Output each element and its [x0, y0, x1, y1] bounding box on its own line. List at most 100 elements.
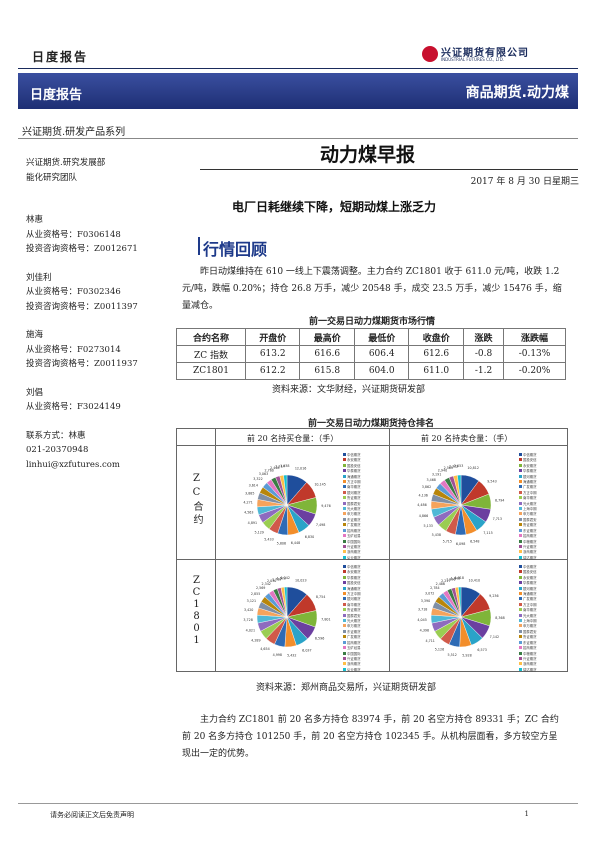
legend-swatch [343, 528, 346, 532]
pie-slice-label: 6,573 [477, 648, 486, 652]
legend-item: 兴证期货 [519, 544, 537, 550]
pie-slice-label: 3,614 [249, 483, 258, 487]
table-cell: 616.6 [299, 345, 355, 363]
table-cell: -0.8 [462, 345, 505, 363]
legend-swatch [343, 635, 346, 639]
pie-slice-label: 4,866 [419, 514, 428, 518]
legend-label: 南华期货 [523, 608, 537, 613]
legend-swatch [343, 544, 346, 548]
legend-label: 方正中期 [347, 592, 361, 597]
legend-item: 中信期货 [343, 565, 361, 570]
legend-item: 方正中期 [343, 592, 361, 597]
legend-label: 海通期货 [523, 480, 537, 485]
legend-item: 南华期货 [343, 485, 361, 490]
legend-item: 方正中期 [519, 602, 537, 608]
legend-swatch [343, 592, 346, 596]
legend-swatch [343, 469, 346, 473]
legend-swatch [519, 480, 522, 484]
legend-label: 华泰期货 [523, 581, 537, 586]
pie-slice-label: 4,654 [260, 647, 269, 651]
pie-slice-label: 4,271 [243, 501, 252, 505]
legend-label: 永安期货 [523, 575, 537, 580]
legend-item: 海通期货 [519, 592, 537, 597]
legend-item: 瑞达期货 [519, 667, 537, 673]
pie-slice-label: 5,126 [435, 648, 444, 652]
legend-swatch [343, 597, 346, 601]
legend-swatch [343, 480, 346, 484]
company-name-en: INDUSTRIAL FUTURES CO., LTD. [441, 57, 505, 62]
legend-item: 申万期货 [343, 624, 361, 629]
legend-label: 国泰君安 [523, 517, 537, 522]
legend-item: 海通期货 [343, 586, 361, 592]
legend-swatch [519, 608, 522, 612]
legend-label: 东证期货 [347, 629, 361, 634]
legend-label: 浙商期货 [523, 662, 537, 667]
legend-swatch [343, 602, 346, 606]
legend-swatch [519, 592, 522, 596]
table-header-cell: 涨跌幅 [503, 328, 566, 346]
legend-swatch [519, 581, 522, 585]
legend-swatch [343, 646, 346, 650]
legend-label: 永安期货 [347, 458, 361, 463]
legend-label: 永安期货 [347, 570, 361, 575]
pie-slice-label: 2,214 [275, 465, 284, 469]
legend-label: 五矿经易 [347, 534, 361, 539]
analyst-name: 林惠 [26, 215, 44, 225]
legend-swatch [519, 651, 522, 655]
legend-item: 国投安信 [343, 581, 361, 586]
table-header-cell: 合约名称 [176, 328, 246, 346]
legend-item: 永安期货 [343, 570, 361, 575]
legend-item: 南华期货 [519, 496, 537, 501]
pie-slice-label: 10,023 [295, 579, 307, 583]
legend-label: 银河期货 [347, 597, 361, 602]
legend-swatch [519, 586, 522, 590]
legend-swatch [343, 667, 346, 671]
legend-label: 中信期货 [523, 453, 537, 457]
legend-swatch [519, 662, 522, 666]
table-row: ZC 指数 613.2 616.6 606.4 612.6 -0.8 -0.13… [176, 345, 566, 363]
legend-label: 招商期货 [523, 646, 537, 651]
legend-item: 海通期货 [343, 474, 361, 480]
pie-slice [457, 474, 462, 506]
contact-email[interactable]: linhui@xzfutures.com [26, 459, 120, 470]
legend-label: 五矿经易 [347, 646, 361, 651]
legend-swatch [519, 528, 522, 532]
legend-label: 鲁证期货 [347, 496, 361, 501]
header-band [18, 73, 578, 109]
pie-slice-label: 10,410 [469, 578, 481, 582]
legend-item: 光大期货 [343, 619, 361, 624]
pie-slice-label: 5,438 [432, 533, 441, 537]
pie-slice-label: 3,390 [421, 599, 430, 603]
legend-label: 东证期货 [347, 517, 361, 522]
band-category: 商品期货.动力煤 [465, 85, 569, 101]
legend-label: 光大期货 [347, 507, 361, 512]
legend-swatch [343, 463, 346, 467]
legend-label: 华泰期货 [347, 469, 361, 474]
pie-slice-label: 2,448 [270, 466, 279, 470]
legend-swatch [343, 458, 346, 462]
legend-label: 光大期货 [523, 501, 537, 506]
pie-slice-label: 7,142 [490, 635, 499, 639]
legend-item: 兴证期货 [519, 656, 537, 662]
legend-swatch [343, 453, 346, 456]
legend-label: 招商期货 [347, 528, 361, 533]
pie-slice-label: 3,862 [422, 485, 431, 489]
legend-item: 方正中期 [343, 480, 361, 485]
pie-slice-label: 6,548 [470, 540, 479, 544]
pie-slice-label: 1,648 [451, 576, 460, 580]
legend-label: 弘业期货 [347, 667, 361, 672]
legend-item: 浙商期货 [519, 662, 537, 667]
legend-zc1801-short: 中信期货 国投安信 永安期货 华泰期货 银河期货 海通期货 广发期货 方正中期 南华期货 光大期货… [519, 565, 537, 673]
legend-label: 银河期货 [523, 474, 537, 479]
legend-label: 国泰君安 [347, 613, 361, 618]
legend-item: 弘业期货 [343, 667, 361, 673]
position-charts-grid: 前 20 名持买仓量：（手） 前 20 名持卖仓量：（手） ZC合约 ZC180… [176, 428, 568, 672]
legend-item: 招商期货 [519, 646, 537, 651]
pie-slice-label: 9,543 [487, 479, 496, 483]
pie-slice-label: 3,063 [259, 472, 268, 476]
legend-swatch [343, 586, 346, 590]
legend-label: 华泰期货 [523, 469, 537, 474]
section-marker [198, 237, 200, 255]
report-type-label: 日度报告 [32, 50, 89, 64]
pie-slice [283, 474, 288, 506]
